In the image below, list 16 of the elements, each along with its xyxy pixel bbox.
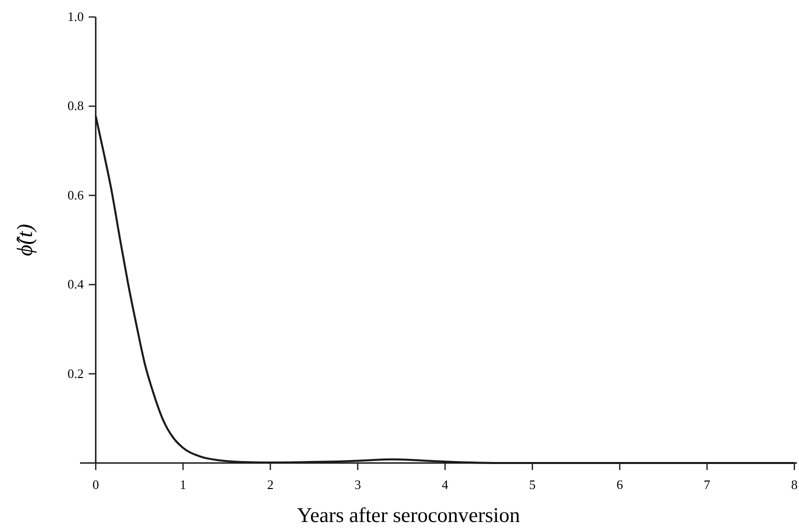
y-tick-label: 0.4 xyxy=(67,276,84,292)
y-tick-label: 1.0 xyxy=(67,9,84,24)
x-axis-title: Years after seroconversion xyxy=(297,503,520,527)
y-tick-label: 0.8 xyxy=(67,98,84,114)
x-tick-label: 8 xyxy=(791,477,798,492)
x-tick-label: 0 xyxy=(92,477,99,492)
x-tick-label: 1 xyxy=(180,477,186,492)
y-tick-label: 0.6 xyxy=(67,187,84,202)
x-tick-label: 4 xyxy=(442,477,449,492)
y-axis-title: ϕ̂(t) xyxy=(12,224,37,256)
y-tick-label: 0.2 xyxy=(67,366,84,381)
x-tick-label: 7 xyxy=(704,477,711,492)
x-tick-label: 5 xyxy=(529,477,536,492)
x-tick-label: 3 xyxy=(354,477,361,492)
x-tick-label: 6 xyxy=(616,477,624,492)
x-tick-label: 2 xyxy=(267,477,274,492)
